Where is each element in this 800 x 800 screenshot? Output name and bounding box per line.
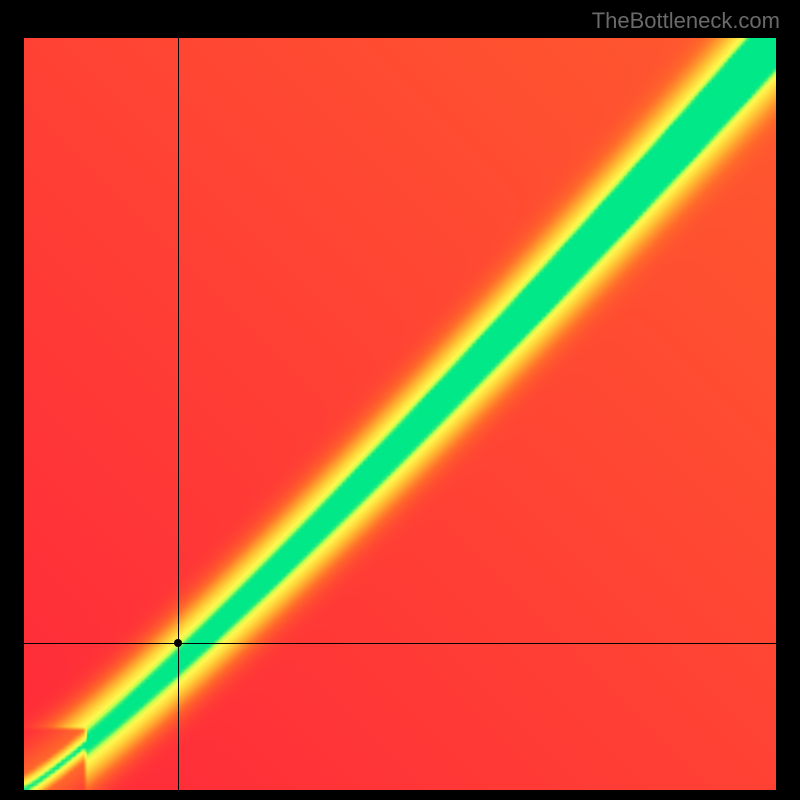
chart-container: TheBottleneck.com xyxy=(0,0,800,800)
heatmap-chart xyxy=(24,38,776,790)
marker-dot xyxy=(174,639,182,647)
crosshair-vertical xyxy=(178,38,179,790)
watermark-text: TheBottleneck.com xyxy=(592,8,780,34)
heatmap-canvas xyxy=(24,38,776,790)
crosshair-horizontal xyxy=(24,643,776,644)
